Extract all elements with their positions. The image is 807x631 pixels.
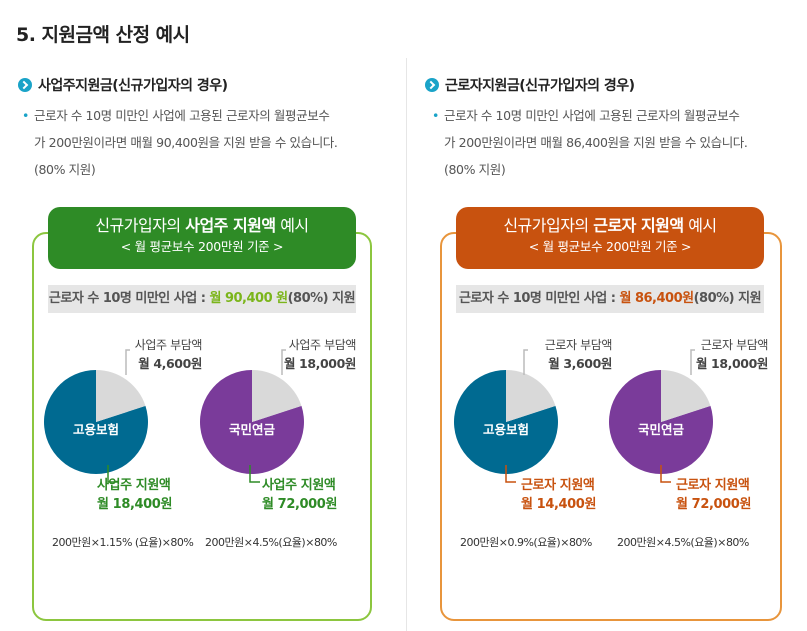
support-amount: 월 18,400원	[97, 497, 173, 512]
summary-amount: 월 86,400원	[619, 291, 694, 306]
support-amount: 월 72,000원	[262, 497, 338, 512]
leader-line-support	[249, 465, 260, 483]
leader-line-share	[690, 349, 695, 375]
pie-center-label: 국민연금	[229, 422, 276, 437]
share-label-group: 사업주 부담액 월 4,600원	[110, 337, 203, 372]
pie-national-pension-employer: 국민연금	[199, 349, 304, 483]
pie-center-label: 국민연금	[638, 422, 685, 437]
desc-line: 근로자 수 10명 미만인 사업에 고용된 근로자의 월평균보수	[444, 108, 740, 123]
formula: 200만원×1.15% (요율)×80%	[52, 536, 194, 549]
leader-line-support	[660, 465, 671, 483]
column-divider	[406, 58, 407, 631]
bullet-icon: •	[22, 108, 29, 123]
desc-line: (80% 지원)	[444, 162, 506, 177]
share-label: 근로자 부담액	[700, 338, 769, 352]
support-label-group: 사업주 지원액 월 72,000원	[262, 476, 337, 514]
banner-bold: 근로자 지원액	[593, 216, 684, 235]
desc-line: 가 200만원이라면 매월 86,400원을 지원 받을 수 있습니다.	[444, 135, 748, 150]
share-amount: 월 18,000원	[696, 356, 768, 371]
pie-center-label: 고용보험	[483, 422, 529, 437]
share-amount: 월 4,600원	[138, 356, 202, 371]
pie-slice-share	[661, 370, 711, 422]
worker-subsidy-heading: 근로자지원금(신규가입자의 경우)	[425, 75, 635, 95]
share-label: 근로자 부담액	[544, 338, 613, 352]
pie-employment-insurance-employer: 고용보험	[43, 349, 148, 483]
summary-text: 근로자 수 10명 미만인 사업 :	[458, 291, 620, 306]
support-amount: 월 14,400원	[521, 497, 597, 512]
formula: 200만원×4.5%(요율)×80%	[617, 536, 749, 549]
worker-summary-bar: 근로자 수 10명 미만인 사업 : 월 86,400원(80%) 지원	[456, 285, 764, 313]
support-label: 사업주 지원액	[97, 478, 171, 493]
banner-text: 신규가입자의	[95, 216, 186, 235]
share-amount: 월 3,600원	[548, 356, 612, 371]
summary-text: (80%) 지원	[287, 291, 356, 306]
share-label-group: 근로자 부담액 월 3,600원	[520, 337, 613, 372]
employer-example-banner: 신규가입자의 사업주 지원액 예시 < 월 평균보수 200만원 기준 >	[48, 207, 356, 269]
pie-slice-share	[96, 370, 146, 422]
bullet-icon: •	[432, 108, 439, 123]
banner-subtitle: < 월 평균보수 200만원 기준 >	[528, 239, 692, 254]
desc-line: 가 200만원이라면 매월 90,400원을 지원 받을 수 있습니다.	[34, 135, 338, 150]
employer-subsidy-heading-text: 사업주지원금(신규가입자의 경우)	[38, 78, 228, 94]
leader-line-support	[505, 465, 516, 483]
support-label: 근로자 지원액	[676, 478, 750, 493]
desc-line: (80% 지원)	[34, 162, 96, 177]
banner-bold: 사업주 지원액	[185, 216, 276, 235]
banner-subtitle: < 월 평균보수 200만원 기준 >	[120, 239, 284, 254]
share-label-group: 근로자 부담액 월 18,000원	[676, 337, 768, 372]
formula: 200만원×0.9%(요율)×80%	[460, 536, 592, 549]
summary-text: 근로자 수 10명 미만인 사업 :	[48, 291, 210, 306]
banner-text: 예시	[275, 216, 309, 235]
pie-slice-support	[199, 370, 304, 474]
summary-amount: 월 90,400 원	[209, 291, 288, 306]
banner-text: 신규가입자의	[503, 216, 594, 235]
desc-line: 근로자 수 10명 미만인 사업에 고용된 근로자의 월평균보수	[34, 108, 330, 123]
support-label: 사업주 지원액	[262, 478, 336, 493]
pie-national-pension-worker: 국민연금	[608, 349, 713, 483]
support-amount: 월 72,000원	[676, 497, 752, 512]
pie-slice-support	[453, 370, 558, 474]
pie-slice-support	[608, 370, 713, 474]
share-amount: 월 18,000원	[284, 356, 356, 371]
pie-employment-insurance-worker: 고용보험	[453, 349, 558, 483]
support-label-group: 근로자 지원액 월 72,000원	[676, 476, 751, 514]
support-label: 근로자 지원액	[521, 478, 595, 493]
pie-slice-support	[43, 370, 148, 474]
employer-summary-bar: 근로자 수 10명 미만인 사업 : 월 90,400 원(80%) 지원	[48, 285, 356, 313]
banner-text: 예시	[683, 216, 717, 235]
page-title: 5. 지원금액 산정 예시	[16, 24, 190, 46]
pie-center-label: 고용보험	[73, 422, 119, 437]
leader-line-share	[125, 349, 130, 375]
chevron-right-icon	[18, 78, 32, 92]
share-label: 사업주 부담액	[288, 338, 357, 352]
leader-line-share	[523, 349, 528, 375]
pie-slice-share	[506, 370, 556, 422]
summary-text: (80%) 지원	[693, 291, 762, 306]
worker-subsidy-heading-text: 근로자지원금(신규가입자의 경우)	[445, 78, 635, 94]
pie-slice-share	[252, 370, 302, 422]
leader-line-share	[281, 349, 286, 375]
chevron-right-icon	[425, 78, 439, 92]
support-label-group: 근로자 지원액 월 14,400원	[521, 476, 596, 514]
worker-subsidy-description: • 근로자 수 10명 미만인 사업에 고용된 근로자의 월평균보수 가 200…	[432, 102, 802, 183]
leader-line-support	[107, 465, 118, 483]
employer-subsidy-description: • 근로자 수 10명 미만인 사업에 고용된 근로자의 월평균보수 가 200…	[22, 102, 394, 183]
formula: 200만원×4.5%(요율)×80%	[205, 536, 337, 549]
share-label: 사업주 부담액	[134, 338, 203, 352]
support-label-group: 사업주 지원액 월 18,400원	[97, 476, 172, 514]
share-label-group: 사업주 부담액 월 18,000원	[264, 337, 356, 372]
worker-example-banner: 신규가입자의 근로자 지원액 예시 < 월 평균보수 200만원 기준 >	[456, 207, 764, 269]
employer-subsidy-heading: 사업주지원금(신규가입자의 경우)	[18, 75, 228, 95]
